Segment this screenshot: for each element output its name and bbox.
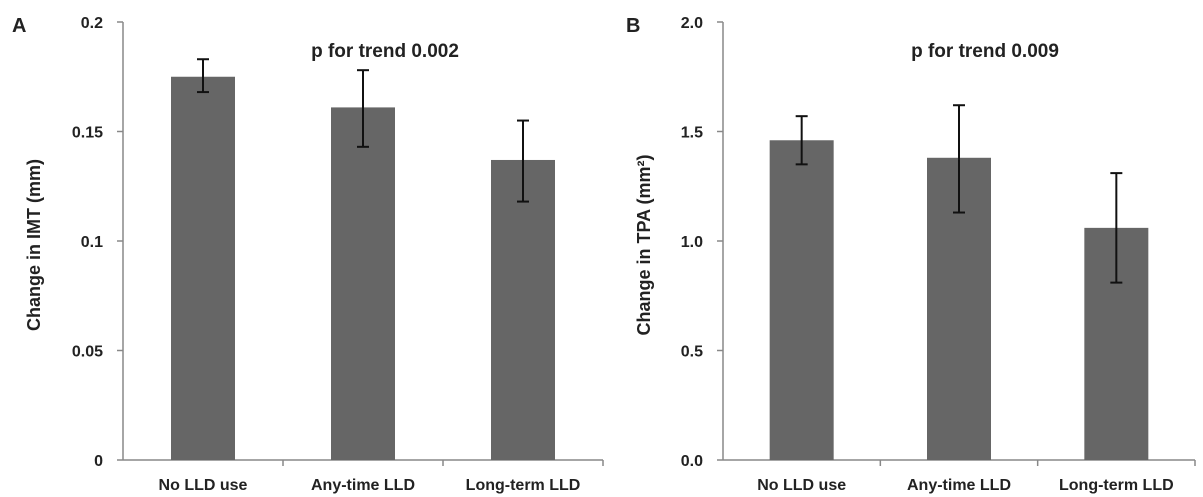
panel-a: A Change in IMT (mm) p for trend 0.002 0… [12,15,604,494]
x-category-label-b: No LLD use [757,477,846,494]
y-tick-label-b: 0.5 [681,344,703,361]
y-axis-label-b: Change in TPA (mm²) [634,155,654,336]
trend-annotation-b: p for trend 0.009 [911,41,1059,62]
y-tick-label-a: 0.1 [81,234,103,251]
y-tick-label-b: 2.0 [681,15,703,32]
panel-b: B Change in TPA (mm²) p for trend 0.009 … [626,15,1196,494]
y-tick-label-a: 0.2 [81,15,103,32]
y-tick-label-b: 1.0 [681,234,703,251]
x-category-label-b: Long-term LLD [1059,477,1174,494]
y-tick-label-a: 0.05 [72,344,103,361]
y-tick-label-b: 1.5 [681,125,703,142]
y-tick-label-b: 0.0 [681,453,703,470]
y-tick-label-a: 0 [94,453,103,470]
x-category-label-a: Any-time LLD [311,477,415,494]
y-tick-label-a: 0.15 [72,125,103,142]
x-category-label-b: Any-time LLD [907,477,1011,494]
bar-a [171,76,235,460]
bar-b [769,140,834,460]
x-category-label-a: No LLD use [159,477,248,494]
y-axis-label-a: Change in IMT (mm) [24,159,44,331]
trend-annotation-a: p for trend 0.002 [311,41,459,62]
panel-letter-a: A [12,15,26,37]
bar-a [331,107,395,460]
x-category-label-a: Long-term LLD [466,477,581,494]
panel-letter-b: B [626,15,640,37]
bar-a [491,159,555,460]
